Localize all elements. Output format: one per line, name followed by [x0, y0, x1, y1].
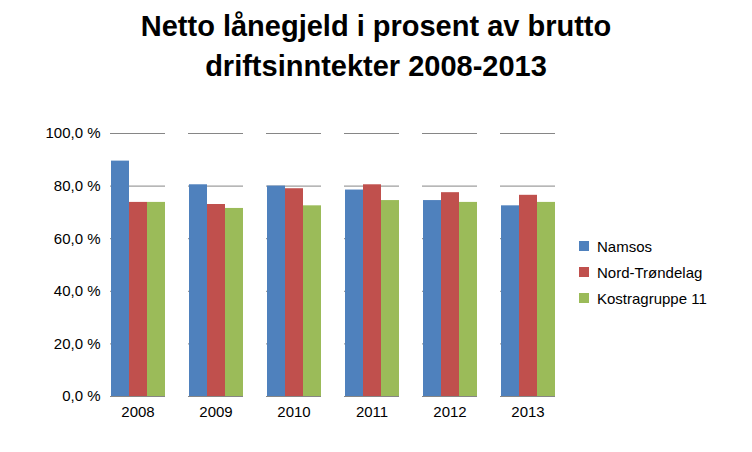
svg-text:0,0 %: 0,0 % [62, 387, 100, 404]
html-text:Kostragruppe 11: Kostragruppe 11 [597, 289, 707, 307]
svg-text:2010: 2010 [277, 403, 310, 420]
svg-text:40,0 %: 40,0 % [54, 282, 101, 299]
svg-text:2009: 2009 [199, 403, 232, 420]
svg-text:2011: 2011 [356, 403, 388, 420]
html-text:Netto lånegjeld i prosent av b: Netto lånegjeld i prosent av brutto drif… [140, 10, 612, 82]
html-text:Namsos: Namsos [597, 237, 652, 255]
html-text:Nord-Trøndelag: Nord-Trøndelag [597, 263, 703, 281]
svg-text:60,0 %: 60,0 % [54, 230, 101, 247]
svg-text:100,0 %: 100,0 % [45, 124, 100, 141]
svg-text:2008: 2008 [121, 403, 154, 420]
svg-text:20,0 %: 20,0 % [54, 335, 101, 352]
svg-text:80,0 %: 80,0 % [54, 177, 101, 194]
svg-text:2013: 2013 [511, 403, 544, 420]
svg-text:2012: 2012 [433, 403, 466, 420]
